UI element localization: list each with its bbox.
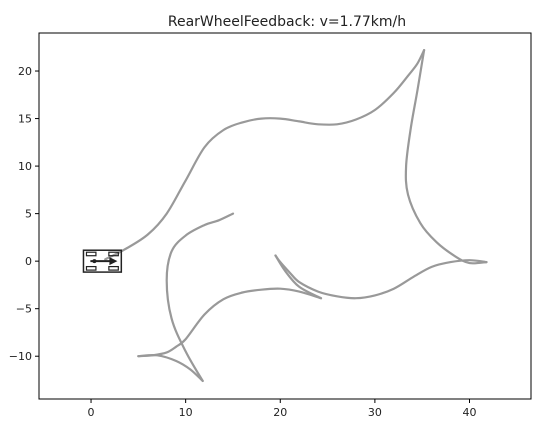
path-group bbox=[105, 50, 486, 381]
path-segment-2 bbox=[406, 50, 487, 263]
path-segment-5 bbox=[138, 289, 321, 357]
vehicle-wheel-4 bbox=[109, 267, 118, 271]
y-tick-label: −5 bbox=[16, 303, 32, 316]
vehicle-wheel-3 bbox=[86, 267, 95, 271]
path-segment-7 bbox=[167, 214, 233, 381]
y-axis: 20 15 10 5 0 −5 −10 bbox=[9, 65, 39, 363]
heading-arrow-head bbox=[109, 257, 117, 265]
y-tick-label: 20 bbox=[18, 65, 32, 78]
y-tick-label: 10 bbox=[18, 160, 32, 173]
path-segment-6 bbox=[138, 355, 202, 381]
chart-title: RearWheelFeedback: v=1.77km/h bbox=[168, 14, 406, 30]
x-tick-label: 30 bbox=[368, 406, 382, 419]
x-tick-label: 0 bbox=[88, 406, 95, 419]
y-tick-label: −10 bbox=[9, 350, 32, 363]
x-tick-label: 10 bbox=[179, 406, 193, 419]
plot-frame bbox=[39, 33, 531, 399]
y-tick-label: 0 bbox=[25, 255, 32, 268]
y-tick-label: 5 bbox=[25, 208, 32, 221]
x-tick-label: 40 bbox=[463, 406, 477, 419]
vehicle-rear-axle bbox=[92, 259, 96, 263]
x-axis: 0 10 20 30 40 bbox=[88, 399, 477, 419]
vehicle-wheel-1 bbox=[86, 252, 95, 256]
path-segment-1 bbox=[105, 50, 424, 259]
x-tick-label: 20 bbox=[273, 406, 287, 419]
y-tick-label: 15 bbox=[18, 113, 32, 126]
